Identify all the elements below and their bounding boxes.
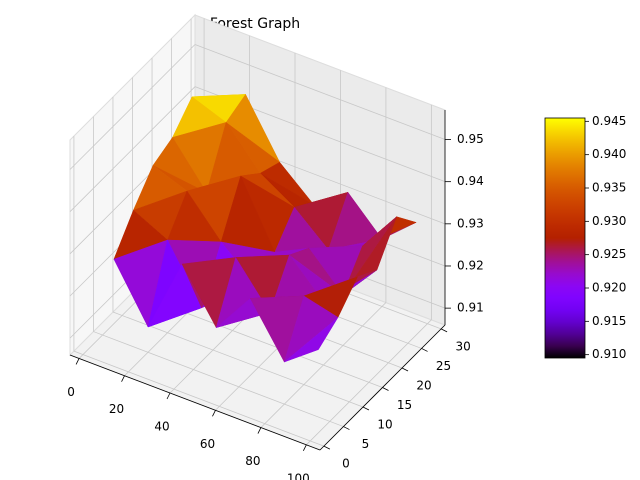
colorbar-tick-label: 0.925 [592,247,626,261]
colorbar-tick-label: 0.935 [592,181,626,195]
x-tick-label: 100 [287,471,310,480]
colorbar [544,117,586,359]
y-tick-label: 20 [416,378,431,392]
tick-mark [440,328,448,333]
axis-line [69,354,321,451]
surface-facet [284,317,339,363]
tick-mark [421,348,428,352]
colorbar-tick-label: 0.920 [592,281,626,295]
z-tick-label: 0.94 [457,174,484,188]
colorbar-tick-label: 0.910 [592,347,626,361]
tick-mark [212,410,216,417]
colorbar-tick-label: 0.945 [592,114,626,128]
tick-mark [382,387,389,391]
tick-mark [362,406,370,411]
axis-line [319,324,446,451]
z-tick-label: 0.95 [457,132,484,146]
tick-mark [257,427,262,434]
grid-line [112,311,364,408]
grid-line [73,350,325,447]
x-tick-label: 40 [154,420,169,434]
colorbar-tick-label: 0.915 [592,314,626,328]
z-tick-label: 0.92 [457,258,484,272]
x-tick-label: 80 [245,454,260,468]
tick-mark [121,375,125,382]
z-tick-label: 0.93 [457,216,484,230]
z-tick-label: 0.91 [457,301,484,315]
grid-line [194,44,446,140]
tick-mark [75,358,80,365]
grid-line [69,86,196,212]
y-tick-label: 15 [397,398,412,412]
grid-line [93,331,344,427]
tick-mark [166,392,171,400]
tick-mark [323,445,331,450]
y-tick-label: 0 [342,457,350,471]
x-tick-label: 20 [109,402,124,416]
tick-mark [303,444,307,451]
grid-line [69,44,196,170]
y-tick-label: 25 [436,359,451,373]
y-tick-label: 10 [377,418,392,432]
x-tick-label: 0 [67,385,75,399]
x-tick-label: 60 [200,437,215,451]
y-tick-label: 5 [362,437,370,451]
colorbar-tick-label: 0.940 [592,147,626,161]
chart-title: Forest Graph [210,16,300,32]
tick-mark [343,426,350,430]
y-tick-label: 30 [455,339,470,353]
colorbar-tick-label: 0.930 [592,214,626,228]
tick-mark [401,367,409,372]
